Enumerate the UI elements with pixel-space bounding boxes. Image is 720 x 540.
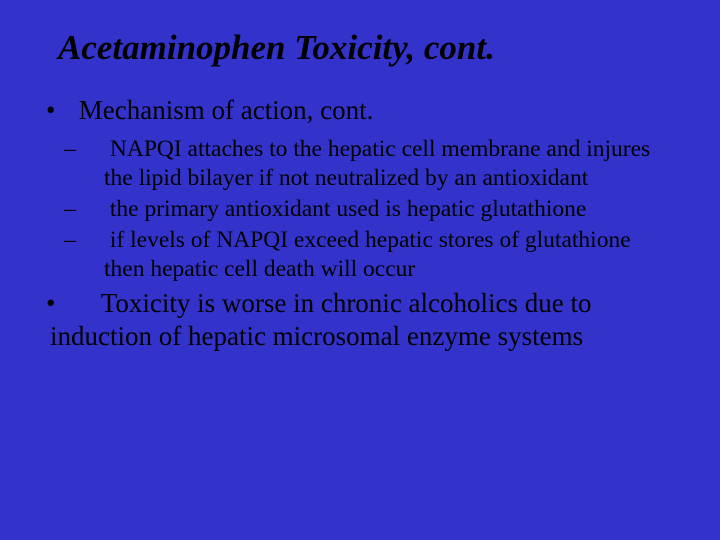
- bullet-text: Toxicity is worse in chronic alcoholics …: [50, 288, 592, 351]
- bullet-text: NAPQI attaches to the hepatic cell membr…: [104, 136, 650, 191]
- bullet-text: if levels of NAPQI exceed hepatic stores…: [104, 227, 631, 282]
- bullet-text: the primary antioxidant used is hepatic …: [110, 196, 586, 222]
- bullet-level2: NAPQI attaches to the hepatic cell membr…: [84, 135, 670, 193]
- bullet-level2: the primary antioxidant used is hepatic …: [84, 195, 670, 224]
- bullet-level1: Toxicity is worse in chronic alcoholics …: [50, 287, 670, 353]
- bullet-text: Mechanism of action, cont.: [79, 95, 374, 125]
- bullet-level2: if levels of NAPQI exceed hepatic stores…: [84, 226, 670, 284]
- slide-title: Acetaminophen Toxicity, cont.: [58, 28, 670, 68]
- bullet-level1: Mechanism of action, cont.: [50, 94, 670, 127]
